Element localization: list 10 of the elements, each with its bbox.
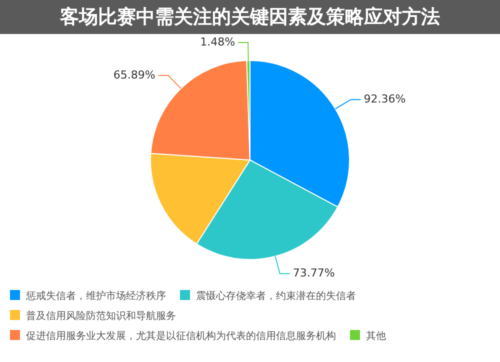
chart-title: 客场比赛中需关注的关键因素及策略应对方法 [0,0,500,34]
data-label: 65.89% [113,68,156,82]
legend-label: 惩戒失信者，维护市场经济秩序 [25,290,166,303]
data-label: 92.36% [364,92,406,106]
legend-label: 促进信用服务业大发展，尤其是以征信机构为代表的信用信息服务机构 [25,330,336,343]
legend-label: 其他 [365,330,386,343]
data-label: 1.48% [200,35,236,48]
legend-label: 震慑心存侥幸者，约束潜在的失信者 [195,290,356,303]
legend-label: 普及信用风险防范知识和导航服务 [25,310,176,323]
data-label: 73.77% [292,266,335,280]
